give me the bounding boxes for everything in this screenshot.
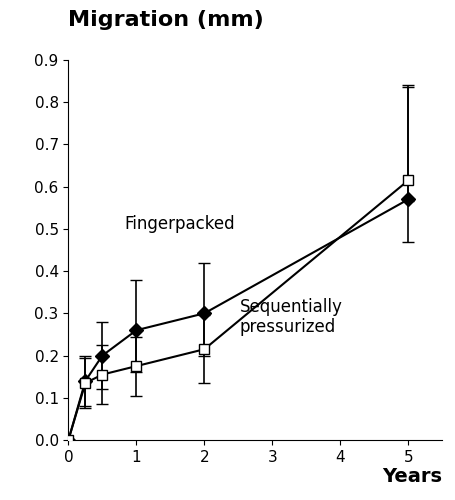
Text: Fingerpacked: Fingerpacked [124,215,234,233]
Text: Migration (mm): Migration (mm) [68,10,263,29]
Text: Years: Years [381,466,441,485]
Text: Sequentially
pressurized: Sequentially pressurized [239,298,342,337]
